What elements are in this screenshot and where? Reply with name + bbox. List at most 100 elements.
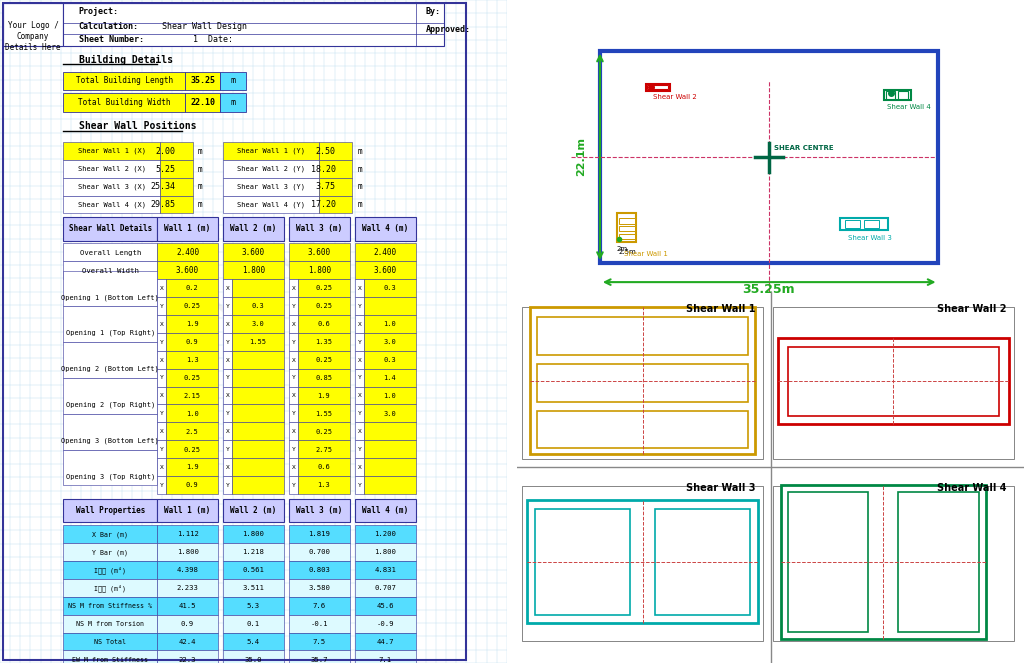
Bar [522, 307, 763, 459]
Bar [63, 378, 157, 414]
Bar [232, 369, 284, 387]
Bar [232, 476, 284, 494]
Bar [319, 178, 352, 196]
Bar [364, 458, 416, 476]
Text: Details Here: Details Here [5, 43, 60, 52]
Bar [364, 351, 416, 369]
Bar [63, 217, 157, 241]
Text: Total Building Width: Total Building Width [78, 98, 170, 107]
Text: Project:: Project: [79, 7, 119, 17]
Bar [289, 261, 350, 279]
Text: 0.25: 0.25 [183, 303, 201, 310]
Text: X: X [357, 322, 361, 327]
Bar [63, 579, 157, 597]
Bar [166, 315, 218, 333]
Text: Wall 2 (m): Wall 2 (m) [230, 506, 276, 515]
Text: Wall 1 (m): Wall 1 (m) [165, 506, 211, 515]
Bar [898, 91, 907, 99]
Text: 3.0: 3.0 [252, 321, 264, 328]
Bar [298, 422, 350, 440]
Bar [527, 501, 758, 623]
Text: 4.831: 4.831 [375, 567, 396, 573]
Text: -0.1: -0.1 [310, 621, 328, 627]
Text: Shear Wall 1 (X): Shear Wall 1 (X) [78, 148, 145, 154]
Bar [63, 414, 157, 450]
Bar [355, 543, 416, 561]
Bar [289, 351, 298, 369]
Text: Opening 2 (Top Right): Opening 2 (Top Right) [66, 402, 155, 408]
Bar [63, 499, 157, 522]
Bar [355, 351, 364, 369]
Text: Opening 2 (Bottom Left): Opening 2 (Bottom Left) [61, 366, 159, 372]
Text: 1.200: 1.200 [375, 531, 396, 538]
Text: 1.35: 1.35 [315, 339, 333, 345]
Text: 1.0: 1.0 [383, 392, 396, 399]
Bar [157, 243, 218, 261]
Bar [289, 387, 298, 404]
Text: Y: Y [357, 339, 361, 345]
Text: NS M from Stiffness %: NS M from Stiffness % [69, 603, 153, 609]
Text: Y: Y [357, 447, 361, 452]
Bar [289, 525, 350, 543]
Text: Y: Y [357, 375, 361, 381]
Text: X: X [357, 393, 361, 398]
Text: 7.5: 7.5 [312, 638, 326, 645]
Text: 2.233: 2.233 [176, 585, 199, 591]
Bar [223, 279, 232, 297]
Bar [355, 404, 364, 422]
Text: X: X [357, 465, 361, 470]
Text: Wall 1 (m): Wall 1 (m) [165, 224, 211, 233]
Text: 18.20: 18.20 [310, 164, 336, 174]
Bar [773, 307, 1014, 459]
Text: 1.800: 1.800 [243, 531, 264, 538]
Bar [157, 279, 166, 297]
Text: 2.5m: 2.5m [618, 249, 636, 255]
Bar [223, 525, 284, 543]
Text: 1.4: 1.4 [383, 375, 396, 381]
Bar [232, 333, 284, 351]
Text: 7.6: 7.6 [312, 603, 326, 609]
Bar [232, 404, 284, 422]
Bar [185, 93, 220, 112]
Text: Shear Wall 2 (X): Shear Wall 2 (X) [78, 166, 145, 172]
Bar [157, 351, 166, 369]
Bar [355, 387, 364, 404]
Bar [355, 525, 416, 543]
Bar [223, 142, 319, 160]
Text: Opening 1 (Top Right): Opening 1 (Top Right) [66, 330, 155, 336]
Text: X: X [225, 286, 229, 291]
Bar [232, 422, 284, 440]
Bar [355, 597, 416, 615]
Text: 1.800: 1.800 [242, 266, 265, 275]
Bar [223, 633, 284, 650]
Text: 1.0: 1.0 [383, 321, 396, 328]
Text: Shear Wall 1: Shear Wall 1 [624, 251, 668, 257]
Bar [157, 333, 166, 351]
Bar [298, 333, 350, 351]
Bar [157, 217, 218, 241]
Text: 1  Date:: 1 Date: [193, 35, 232, 44]
Text: Wall 3 (m): Wall 3 (m) [296, 506, 342, 515]
Text: Shear Wall 3 (X): Shear Wall 3 (X) [78, 184, 145, 190]
Bar [223, 615, 284, 633]
Bar [884, 90, 910, 100]
Bar [157, 261, 218, 279]
Text: 2.400: 2.400 [374, 248, 396, 257]
Text: Shear Wall 2: Shear Wall 2 [653, 94, 697, 100]
Bar [289, 579, 350, 597]
Bar [223, 315, 232, 333]
Bar [157, 650, 218, 663]
Bar [166, 333, 218, 351]
Bar [63, 243, 157, 261]
Text: 42.4: 42.4 [179, 638, 197, 645]
Text: X: X [225, 357, 229, 363]
Text: Y: Y [357, 304, 361, 309]
Text: Y: Y [357, 483, 361, 488]
Text: Shear Wall 2: Shear Wall 2 [937, 304, 1007, 314]
Bar [886, 91, 895, 99]
Text: X Bar (m): X Bar (m) [92, 531, 128, 538]
Text: m: m [357, 200, 361, 210]
Bar [223, 160, 319, 178]
Text: 0.2: 0.2 [185, 285, 199, 292]
Text: m: m [198, 147, 203, 156]
